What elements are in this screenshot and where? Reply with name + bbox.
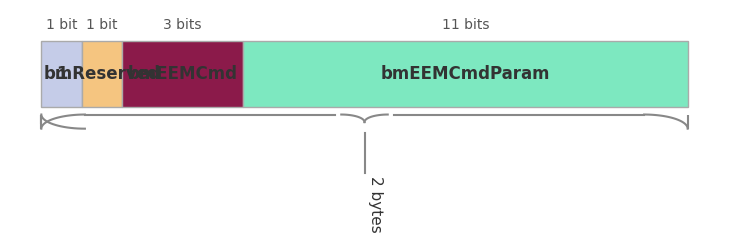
FancyBboxPatch shape — [122, 42, 243, 108]
Text: bmReserved: bmReserved — [44, 65, 160, 83]
Text: bmEEMCmd: bmEEMCmd — [128, 65, 238, 83]
Text: 1: 1 — [56, 65, 67, 83]
Text: 3 bits: 3 bits — [163, 18, 202, 32]
FancyBboxPatch shape — [82, 42, 122, 108]
Text: bmEEMCmdParam: bmEEMCmdParam — [381, 65, 550, 83]
FancyBboxPatch shape — [243, 42, 687, 108]
Text: 11 bits: 11 bits — [442, 18, 489, 32]
Text: 1 bit: 1 bit — [86, 18, 117, 32]
FancyBboxPatch shape — [42, 42, 82, 108]
Text: 1 bit: 1 bit — [46, 18, 77, 32]
Text: 2 bytes: 2 bytes — [368, 176, 383, 232]
